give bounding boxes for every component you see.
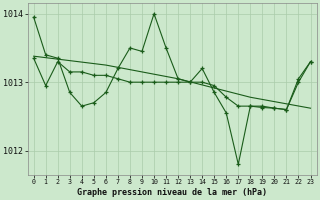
X-axis label: Graphe pression niveau de la mer (hPa): Graphe pression niveau de la mer (hPa) (77, 188, 267, 197)
